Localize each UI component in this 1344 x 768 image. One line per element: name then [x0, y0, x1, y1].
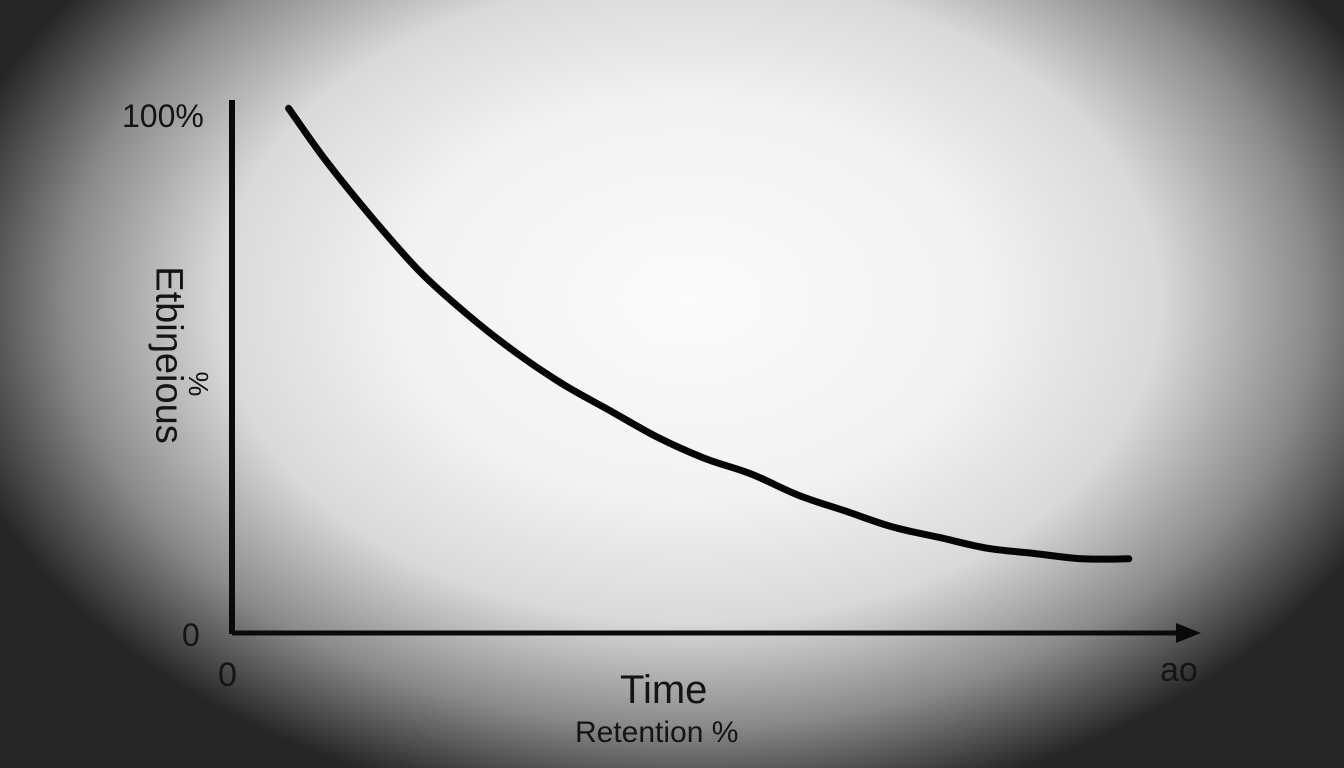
curve-point-11 [795, 492, 801, 498]
curve-point-1 [323, 158, 329, 164]
curve-point-0 [286, 105, 292, 111]
curve-point-6 [559, 381, 565, 387]
x-tick-left: 0 [218, 656, 237, 694]
curve-point-13 [890, 524, 896, 530]
x-tick-right: ao [1160, 651, 1198, 689]
y-tick-bottom: 0 [182, 617, 200, 653]
y-axis-label: Etbiŋeious [147, 266, 190, 444]
curve-point-17 [1079, 556, 1085, 562]
curve-point-8 [654, 434, 660, 440]
curve-point-5 [512, 349, 518, 355]
curve-point-14 [937, 535, 943, 541]
curve-point-3 [418, 270, 424, 276]
curve-point-16 [1031, 551, 1037, 557]
curve-point-7 [607, 407, 613, 413]
curve-point-18 [1126, 556, 1132, 562]
curve-point-10 [748, 471, 754, 477]
curve-points [286, 105, 1132, 562]
curve-point-12 [843, 508, 849, 514]
curve-point-4 [465, 312, 471, 318]
y-axis-sublabel: % [183, 371, 214, 397]
curve-point-15 [984, 545, 990, 551]
chart-subtitle: Retention % [575, 716, 739, 749]
curve-point-2 [371, 217, 377, 223]
retention-curve-line [285, 104, 1133, 563]
y-tick-top: 100% [122, 98, 204, 134]
x-axis-label: Time [620, 668, 708, 712]
x-axis-arrow-icon [1176, 623, 1201, 643]
curve-point-9 [701, 455, 707, 461]
